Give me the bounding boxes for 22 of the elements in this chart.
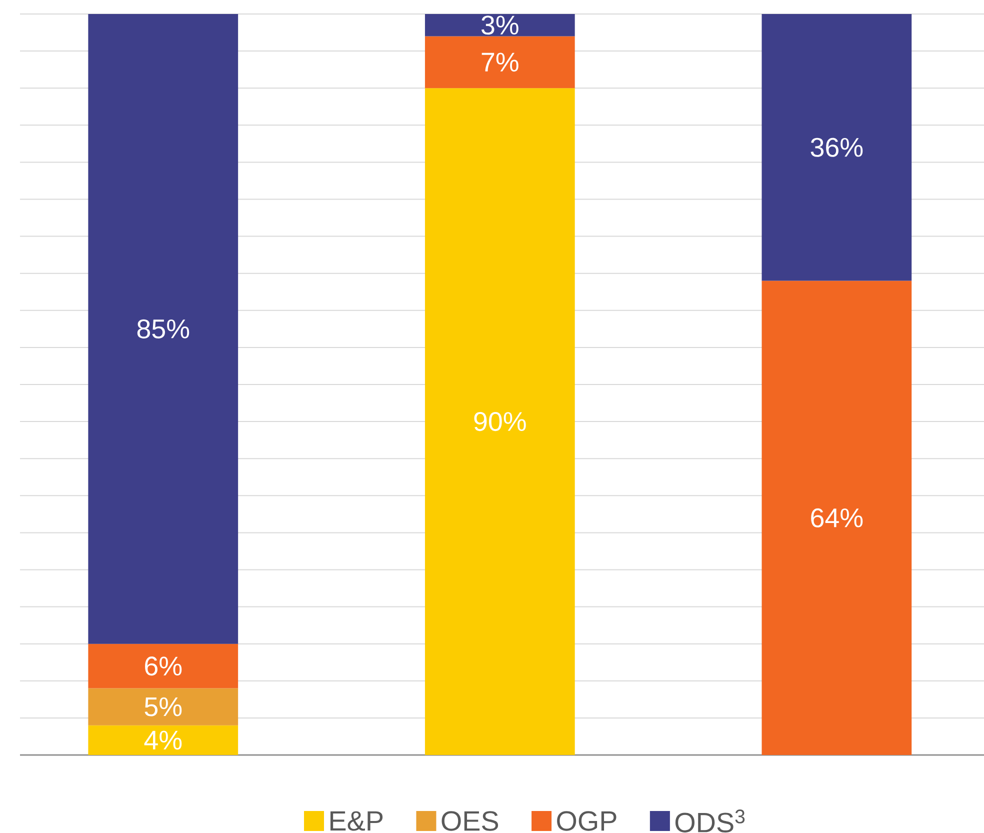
bar [88,14,238,644]
data-label: 7% [482,52,518,72]
data-label: 4% [144,730,182,750]
data-label: 3% [481,16,518,35]
legend-label: ODS$^{3}$ [675,810,745,832]
data-label: 85% [137,319,190,338]
bar [88,725,238,755]
bar [424,88,575,755]
bar [762,14,912,281]
legend-label: OGP [557,811,616,831]
bar [762,280,912,755]
data-label: 5% [144,697,182,716]
bar [424,36,575,88]
bar [88,688,238,726]
bar [424,14,575,36]
data-label: 90% [474,412,526,432]
data-label: 36% [810,138,863,157]
bar [88,644,238,688]
legend-label: OES [442,811,498,831]
data-label: 6% [145,656,182,676]
data-label: 64% [811,508,863,528]
legend-label: E&P [330,811,383,831]
